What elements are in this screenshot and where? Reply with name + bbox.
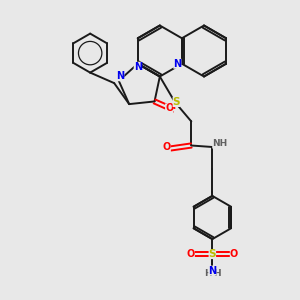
Text: N: N <box>208 266 216 276</box>
Text: O: O <box>187 249 195 259</box>
Text: O: O <box>230 249 238 259</box>
Text: S: S <box>172 97 180 107</box>
Text: S: S <box>208 249 216 259</box>
Text: N: N <box>134 62 142 72</box>
Text: NH: NH <box>212 140 227 148</box>
Text: N: N <box>116 71 124 81</box>
Text: N: N <box>173 59 181 69</box>
Text: O: O <box>165 103 173 113</box>
Text: H: H <box>204 269 212 278</box>
Text: H: H <box>213 269 220 278</box>
Text: O: O <box>163 142 171 152</box>
